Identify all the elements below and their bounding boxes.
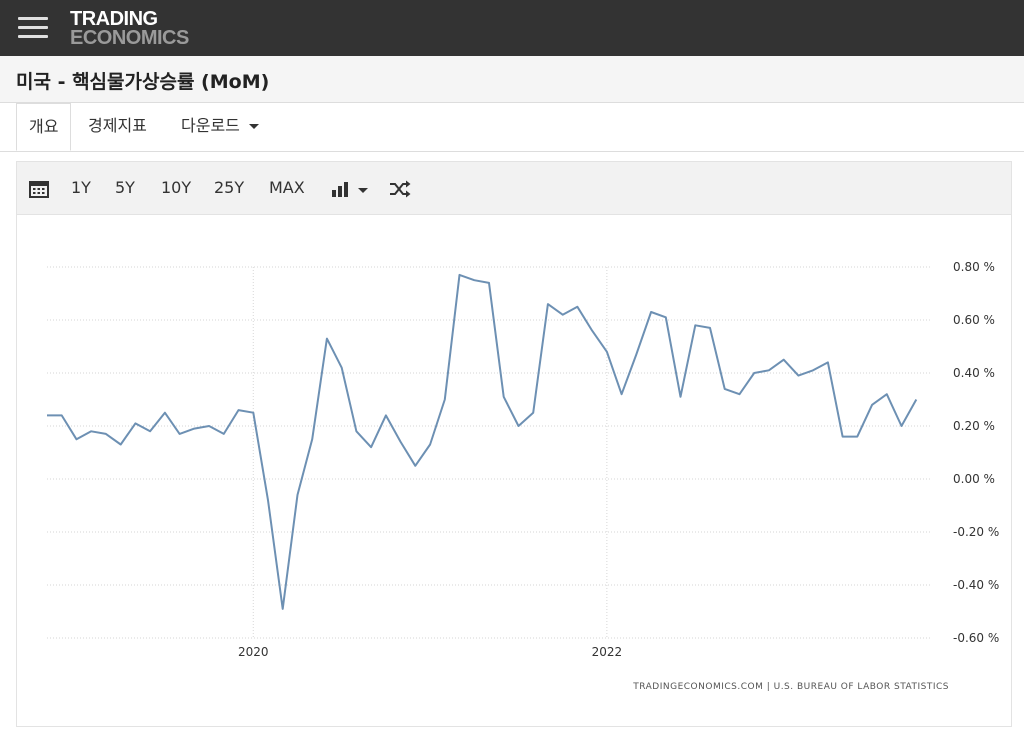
y-tick-label: 0.20 % bbox=[953, 419, 995, 433]
tab-indicators[interactable]: 경제지표 bbox=[88, 103, 147, 151]
bar-chart-icon bbox=[332, 181, 368, 197]
y-tick-label: 0.80 % bbox=[953, 260, 995, 274]
chart-container: 1Y 5Y 10Y 25Y MAX 0.80 % 0.60 % 0.40 % 0.20… bbox=[16, 161, 1012, 727]
y-tick-label: 0.60 % bbox=[953, 313, 995, 327]
y-axis-ticks: 0.80 % 0.60 % 0.40 % 0.20 % 0.00 % -0.20 % -0.… bbox=[953, 260, 999, 645]
tab-bar: 개요 경제지표 다운로드 bbox=[0, 103, 1024, 152]
line-chart: 0.80 % 0.60 % 0.40 % 0.20 % 0.00 % -0.20 % -0.… bbox=[47, 260, 999, 659]
x-axis-ticks: 2020 2022 bbox=[238, 645, 622, 659]
trading-economics-logo[interactable]: TRADING ECONOMICS bbox=[70, 8, 189, 49]
range-5y-button[interactable]: 5Y bbox=[115, 178, 135, 197]
tab-indicators-label: 경제지표 bbox=[88, 116, 147, 135]
shuffle-icon[interactable] bbox=[389, 162, 411, 214]
range-max-button[interactable]: MAX bbox=[269, 178, 305, 197]
series-line bbox=[47, 273, 918, 610]
tab-download[interactable]: 다운로드 bbox=[181, 103, 259, 151]
y-tick-label: -0.20 % bbox=[953, 525, 999, 539]
logo-line1: TRADING bbox=[70, 8, 158, 30]
chart-toolbar: 1Y 5Y 10Y 25Y MAX bbox=[17, 162, 1011, 215]
x-tick-label: 2022 bbox=[592, 645, 623, 659]
range-1y-button[interactable]: 1Y bbox=[71, 178, 91, 197]
y-tick-label: -0.60 % bbox=[953, 631, 999, 645]
chart-type-button[interactable] bbox=[331, 162, 369, 214]
chevron-down-icon bbox=[248, 124, 259, 129]
y-tick-label: 0.00 % bbox=[953, 472, 995, 486]
hamburger-menu-icon[interactable] bbox=[18, 15, 48, 39]
y-tick-label: 0.40 % bbox=[953, 366, 995, 380]
logo-line2: ECONOMICS bbox=[70, 27, 189, 49]
chart-grid bbox=[47, 266, 931, 639]
title-bar: 미국 - 핵심물가상승률 (MoM) bbox=[0, 56, 1024, 103]
chart-source-note: TRADINGECONOMICS.COM | U.S. BUREAU OF LA… bbox=[633, 682, 949, 692]
y-tick-label: -0.40 % bbox=[953, 578, 999, 592]
x-tick-label: 2020 bbox=[238, 645, 269, 659]
tab-download-label: 다운로드 bbox=[181, 116, 240, 135]
top-nav-bar: TRADING ECONOMICS bbox=[0, 0, 1024, 56]
tab-overview[interactable]: 개요 bbox=[16, 103, 72, 151]
range-10y-button[interactable]: 10Y bbox=[161, 178, 192, 197]
calendar-icon[interactable] bbox=[29, 162, 49, 214]
tab-overview-label: 개요 bbox=[29, 117, 59, 136]
page-title: 미국 - 핵심물가상승률 (MoM) bbox=[16, 71, 270, 93]
range-25y-button[interactable]: 25Y bbox=[214, 178, 245, 197]
